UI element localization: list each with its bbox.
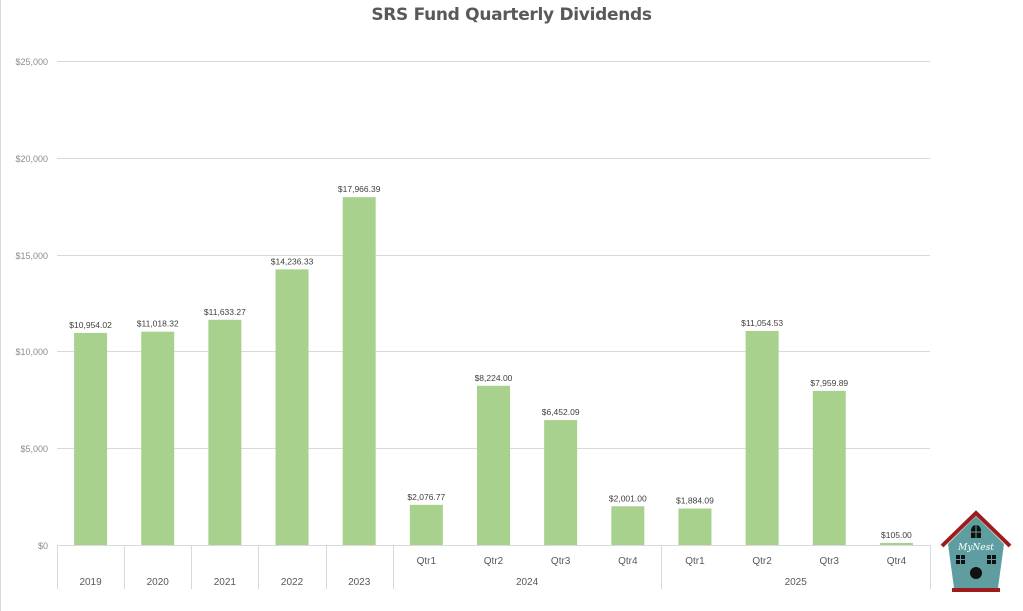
data-label: $6,452.09 [542, 407, 580, 417]
x-tick-label: Qtr2 [484, 556, 504, 567]
bars [74, 197, 913, 545]
y-tick-label: $10,000 [15, 347, 48, 357]
y-tick-label: $5,000 [20, 444, 48, 454]
data-labels: $10,954.02 $11,018.32 $11,633.27 $14,236.33… [69, 184, 912, 540]
x-tick-label: 2023 [348, 577, 371, 588]
data-label: $7,959.89 [810, 378, 848, 388]
x-tick-label: 2022 [281, 577, 304, 588]
mynest-logo: MyNest [940, 510, 1012, 592]
x-group-label: 2025 [785, 577, 808, 588]
x-tick-label: 2021 [214, 577, 237, 588]
y-axis: $0 $5,000 $10,000 $15,000 $20,000 $25,000 [15, 57, 48, 551]
data-label: $11,633.27 [204, 307, 246, 317]
bar [409, 504, 443, 545]
y-tick-label: $15,000 [15, 251, 48, 261]
x-tick-label: Qtr3 [820, 556, 840, 567]
x-tick-label: Qtr4 [618, 556, 638, 567]
bar [208, 319, 242, 545]
bar [678, 508, 712, 545]
data-label: $2,001.00 [609, 493, 647, 503]
bar [342, 197, 376, 545]
data-label: $11,054.53 [741, 318, 783, 328]
birdhouse-icon: MyNest [940, 510, 1012, 592]
y-tick-label: $20,000 [15, 154, 48, 164]
x-tick-label: Qtr1 [417, 556, 437, 567]
data-label: $11,018.32 [137, 319, 179, 329]
bar [812, 390, 846, 545]
data-label: $14,236.33 [271, 256, 314, 266]
logo-text: MyNest [957, 543, 994, 553]
x-tick-label: Qtr2 [752, 556, 772, 567]
x-tick-label: Qtr4 [887, 556, 907, 567]
bar [477, 385, 510, 545]
data-label: $10,954.02 [69, 320, 112, 330]
data-label: $2,076.77 [407, 492, 445, 502]
bar [74, 332, 108, 545]
x-tick-label: Qtr1 [685, 556, 705, 567]
y-tick-label: $25,000 [15, 57, 48, 67]
x-tick-label: Qtr3 [551, 556, 571, 567]
bar [141, 331, 175, 545]
y-tick-label: $0 [38, 541, 48, 551]
chart-title: SRS Fund Quarterly Dividends [371, 5, 652, 25]
x-group-label: 2024 [516, 577, 539, 588]
x-tick-label: 2019 [79, 577, 102, 588]
data-label: $1,884.09 [676, 496, 714, 506]
bar [275, 269, 309, 545]
data-label: $17,966.39 [338, 184, 381, 194]
data-label: $105.00 [881, 530, 912, 540]
bar [745, 330, 779, 545]
data-label: $8,224.00 [475, 373, 513, 383]
bar [611, 506, 645, 545]
bar [879, 542, 913, 545]
x-axis: 2019 2020 2021 2022 2023 Qtr1 Qtr2 Qtr3 Qtr4 Qtr1… [57, 545, 931, 589]
bar [544, 420, 578, 545]
x-tick-label: 2020 [147, 577, 170, 588]
